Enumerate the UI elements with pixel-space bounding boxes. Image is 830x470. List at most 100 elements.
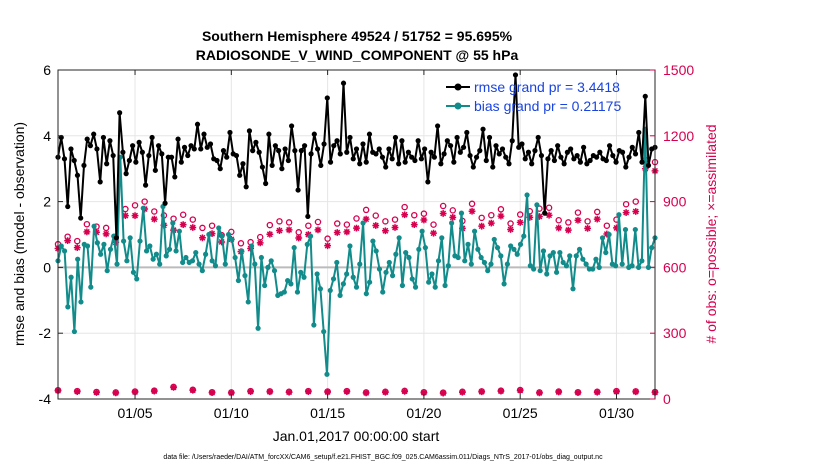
rmse-point [191,146,197,152]
rmse-point [363,159,369,165]
x-ticks: 01/05 01/10 01/15 01/20 01/25 01/30 [118,70,634,421]
bias-point [124,258,130,264]
obs-assimilated-marker [247,388,254,395]
rmse-point [383,164,389,170]
bias-point [61,248,68,254]
rmse-point [642,93,648,99]
rmse-point [418,156,424,162]
obs-assimilated-marker [150,387,158,395]
bias-point [599,235,606,241]
rmse-point [259,164,266,170]
rmse-point [571,156,577,162]
bias-point [603,249,609,256]
rmse-point [143,182,149,188]
obs-assimilated-marker [266,388,274,396]
rmse-point [220,148,227,154]
rmse-point [357,161,363,167]
obs-possible-marker [83,220,91,228]
obs-assimilated-marker [574,389,582,397]
obs-assimilated-marker [93,389,100,396]
bias-point [534,202,540,208]
obs-assimilated-marker [545,211,553,219]
bias-point [635,264,642,270]
obs-assimilated-marker [497,387,505,395]
obs-assimilated-marker [112,389,120,397]
rmse-point [71,157,77,164]
rmse-point [282,146,288,152]
rmse-point [415,138,421,144]
rmse-point [525,149,532,155]
y-tick-label-right: 300 [663,325,687,341]
rmse-point [243,184,249,190]
rmse-point [593,154,600,160]
y-tick-label-right: 0 [663,391,671,407]
rmse-point [224,154,230,160]
rmse-point [509,138,515,144]
bias-point [229,236,235,243]
bias-point [550,249,556,256]
bias-point [442,282,448,289]
rmse-point [136,139,142,145]
rmse-point [152,167,158,173]
rmse-point [392,134,399,141]
rmse-point [490,164,496,170]
y-tick-label-left: 6 [43,62,51,78]
bias-point [140,205,146,211]
rmse-point [327,159,334,165]
bias-point [376,266,383,272]
bias-point [606,231,612,238]
bias-point [311,322,317,328]
rmse-point [104,161,110,167]
y-ticks-right: 0 300 600 900 1200 1500 [650,62,694,407]
bias-point [521,233,527,239]
bias-point [265,264,271,270]
rmse-point [324,95,330,101]
bias-point [58,243,64,249]
bias-point [104,268,110,274]
bias-point [206,231,212,238]
x-tick-label: 01/15 [310,405,345,421]
bias-point [458,210,465,216]
bias-point [593,256,599,262]
rmse-point [120,149,126,155]
obs-assimilated-marker [632,208,640,215]
rmse-point [253,139,259,145]
rmse-point [412,157,418,164]
rmse-point [632,151,639,157]
rmse-point [123,171,129,177]
rmse-point [117,110,123,116]
bias-point [465,241,471,247]
rmse-point [321,141,327,147]
bias-point [121,238,127,244]
rmse-point [457,149,463,155]
bias-point [94,240,100,246]
rmse-point [454,134,460,141]
obs-assimilated-marker [64,237,72,245]
rmse-point [344,149,350,155]
obs-assimilated-marker [584,224,591,232]
rmse-point [237,172,243,178]
obs-assimilated-marker [555,388,563,396]
obs-possible-marker [189,216,197,223]
bias-point [157,261,163,267]
bias-point [137,238,143,244]
obs-assimilated-marker [478,388,486,396]
rmse-point [81,162,87,169]
rmse-point [493,143,499,149]
bias-point [504,261,510,267]
rmse-point [298,148,304,154]
rmse-point [451,159,457,165]
obs-assimilated-marker [112,238,120,246]
rmse-point [198,146,204,152]
bias-point [396,235,402,241]
obs-assimilated-marker [526,213,534,221]
bias-point [225,231,232,238]
obs-assimilated-marker [73,244,81,252]
rmse-point [512,72,519,78]
rmse-point [587,157,593,164]
bias-point [508,243,514,249]
rmse-point [178,159,184,165]
rmse-point [130,143,136,149]
rmse-point [551,157,558,164]
